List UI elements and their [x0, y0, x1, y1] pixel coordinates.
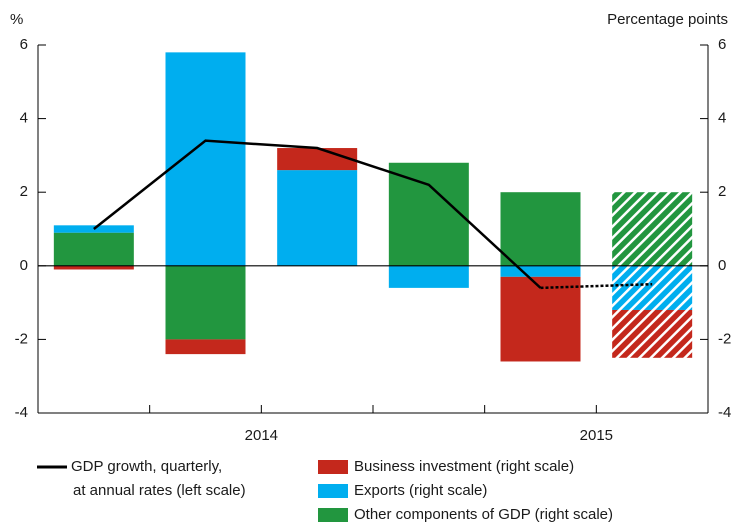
- y-axis-label: %: [10, 11, 23, 28]
- bar: [500, 265, 581, 277]
- legend-label: Business investment (right scale): [354, 458, 574, 475]
- y-tick-label: -4: [15, 404, 28, 421]
- y2-tick-label: 6: [718, 36, 726, 53]
- y2-tick-label: -4: [718, 404, 731, 421]
- bar: [165, 52, 246, 266]
- y-tick-label: 4: [20, 110, 28, 127]
- bar: [53, 225, 134, 233]
- legend-label: at annual rates (left scale): [73, 482, 246, 499]
- legend-label: Exports (right scale): [354, 482, 487, 499]
- y2-tick-label: -2: [718, 330, 731, 347]
- bar: [612, 192, 693, 266]
- y-tick-label: 0: [20, 257, 28, 274]
- y2-tick-label: 0: [718, 257, 726, 274]
- bar: [388, 162, 469, 266]
- bar: [612, 265, 693, 310]
- legend-swatch: [318, 508, 348, 522]
- bar: [500, 276, 581, 362]
- y-tick-label: 6: [20, 36, 28, 53]
- y2-tick-label: 2: [718, 183, 726, 200]
- legend-swatch: [318, 484, 348, 498]
- x-group-label: 2015: [580, 427, 613, 444]
- bar: [53, 232, 134, 266]
- legend-swatch: [318, 460, 348, 474]
- y-tick-label: -2: [15, 330, 28, 347]
- bar: [388, 265, 469, 288]
- bar: [277, 148, 358, 171]
- bar: [612, 309, 693, 358]
- bar: [500, 192, 581, 266]
- bar: [165, 265, 246, 340]
- gdp-line-projection: [540, 282, 653, 290]
- bar: [165, 339, 246, 355]
- y2-tick-label: 4: [718, 110, 726, 127]
- y-tick-label: 2: [20, 183, 28, 200]
- x-group-label: 2014: [245, 427, 278, 444]
- bar: [277, 170, 358, 266]
- y2-axis-label: Percentage points: [607, 11, 728, 28]
- legend-label: GDP growth, quarterly,: [71, 458, 222, 475]
- legend-label: Other components of GDP (right scale): [354, 506, 613, 523]
- bar: [53, 265, 134, 270]
- gdp-line: [93, 139, 542, 289]
